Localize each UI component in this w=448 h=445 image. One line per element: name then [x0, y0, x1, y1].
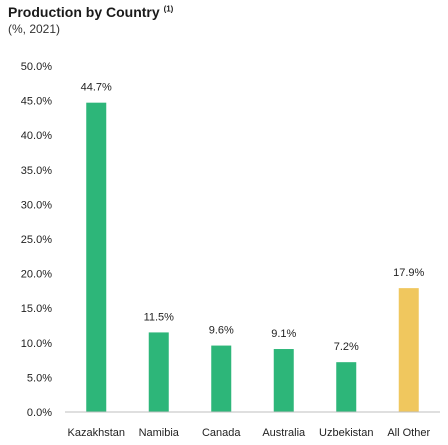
bar-kazakhstan: [86, 102, 107, 413]
data-label: 44.7%: [81, 82, 112, 94]
y-tick-label: 10.0%: [21, 338, 52, 350]
x-tick-label: Kazakhstan: [68, 427, 125, 439]
y-tick-label: 50.0%: [21, 61, 52, 73]
bar-series: [86, 102, 419, 413]
y-tick-label: 40.0%: [21, 130, 52, 142]
x-tick-label: Australia: [262, 427, 306, 439]
bar-australia: [273, 349, 294, 412]
y-tick-label: 30.0%: [21, 199, 52, 211]
data-label: 9.6%: [209, 325, 234, 337]
data-label: 7.2%: [334, 341, 359, 353]
x-tick-label: Canada: [202, 427, 241, 439]
x-tick-label: Namibia: [139, 427, 180, 439]
data-label: 9.1%: [271, 328, 296, 340]
y-tick-label: 25.0%: [21, 234, 52, 246]
chart-subtitle: (%, 2021): [8, 22, 61, 36]
y-tick-label: 5.0%: [27, 372, 52, 384]
chart-title: Production by Country (1): [8, 4, 173, 20]
x-tick-label: All Other: [387, 427, 430, 439]
y-tick-label: 15.0%: [21, 303, 52, 315]
chart-title-note: (1): [163, 4, 174, 14]
bar-namibia: [148, 332, 169, 412]
y-tick-label: 35.0%: [21, 165, 52, 177]
bar-all-other: [398, 288, 419, 412]
chart-title-text: Production by Country: [8, 4, 160, 20]
y-tick-label: 45.0%: [21, 96, 52, 108]
y-axis: 0.0% 5.0% 10.0% 15.0% 20.0% 25.0% 30.0% 35.0% 40…: [21, 61, 52, 419]
bar-uzbekistan: [336, 362, 357, 412]
y-tick-label: 0.0%: [27, 407, 52, 419]
data-labels: 44.7% 11.5% 9.6% 9.1% 7.2% 17.9%: [81, 82, 425, 353]
data-label: 11.5%: [144, 311, 175, 323]
x-axis: Kazakhstan Namibia Canada Australia Uzbekist…: [68, 427, 431, 439]
bar-canada: [211, 345, 232, 412]
y-tick-label: 20.0%: [21, 269, 52, 281]
x-tick-label: Uzbekistan: [319, 427, 373, 439]
data-label: 17.9%: [393, 267, 424, 279]
